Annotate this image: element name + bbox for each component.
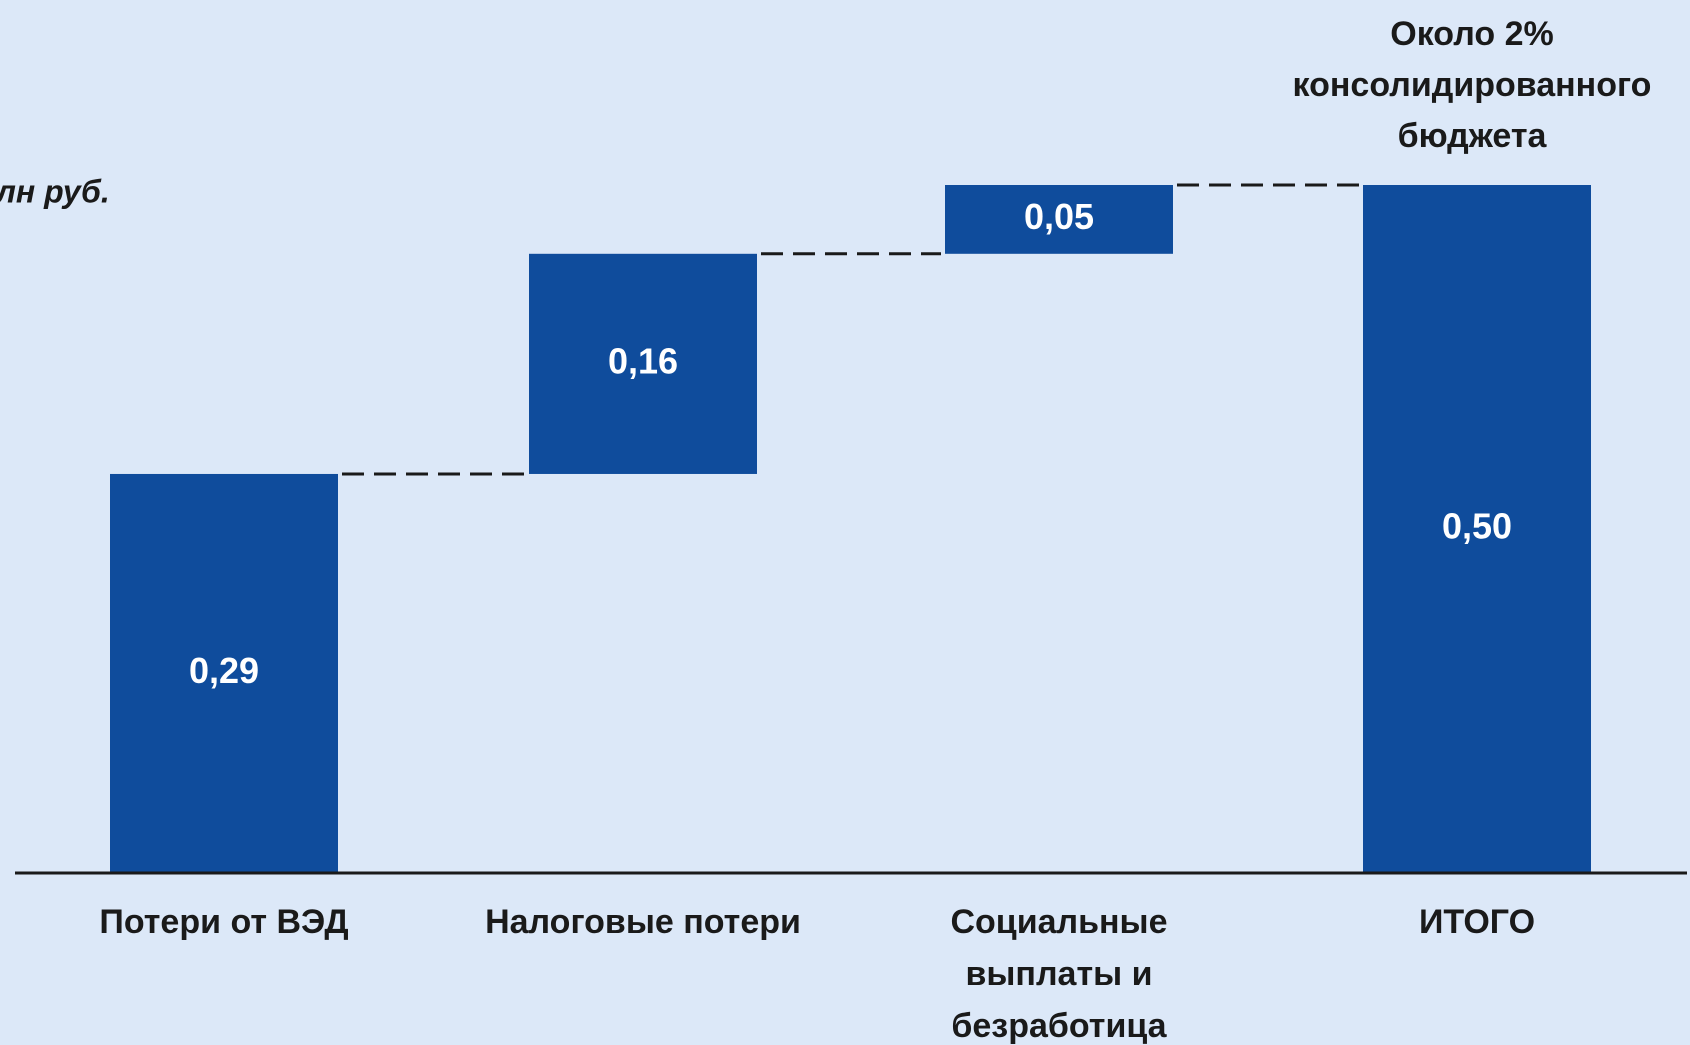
bar <box>110 473 338 873</box>
unit-label: лн руб. <box>0 173 110 209</box>
x-tick-label: безработица <box>951 1007 1167 1045</box>
x-tick-label: ИТОГО <box>1419 903 1535 941</box>
annotation: консолидированного <box>1293 66 1652 104</box>
annotation: Около 2% <box>1390 15 1553 53</box>
bar <box>1363 185 1591 873</box>
value-label: 0,29 <box>189 650 259 691</box>
x-tick-label: Потери от ВЭД <box>99 903 348 941</box>
x-tick-label: выплаты и <box>965 955 1152 993</box>
value-label: 0,50 <box>1442 506 1512 547</box>
annotation: бюджета <box>1398 117 1548 155</box>
bar <box>945 185 1173 254</box>
bar <box>529 253 757 474</box>
value-label: 0,16 <box>608 340 678 381</box>
x-tick-label: Налоговые потери <box>485 903 801 941</box>
value-label: 0,05 <box>1024 196 1094 237</box>
x-tick-label: Социальные <box>950 903 1167 941</box>
